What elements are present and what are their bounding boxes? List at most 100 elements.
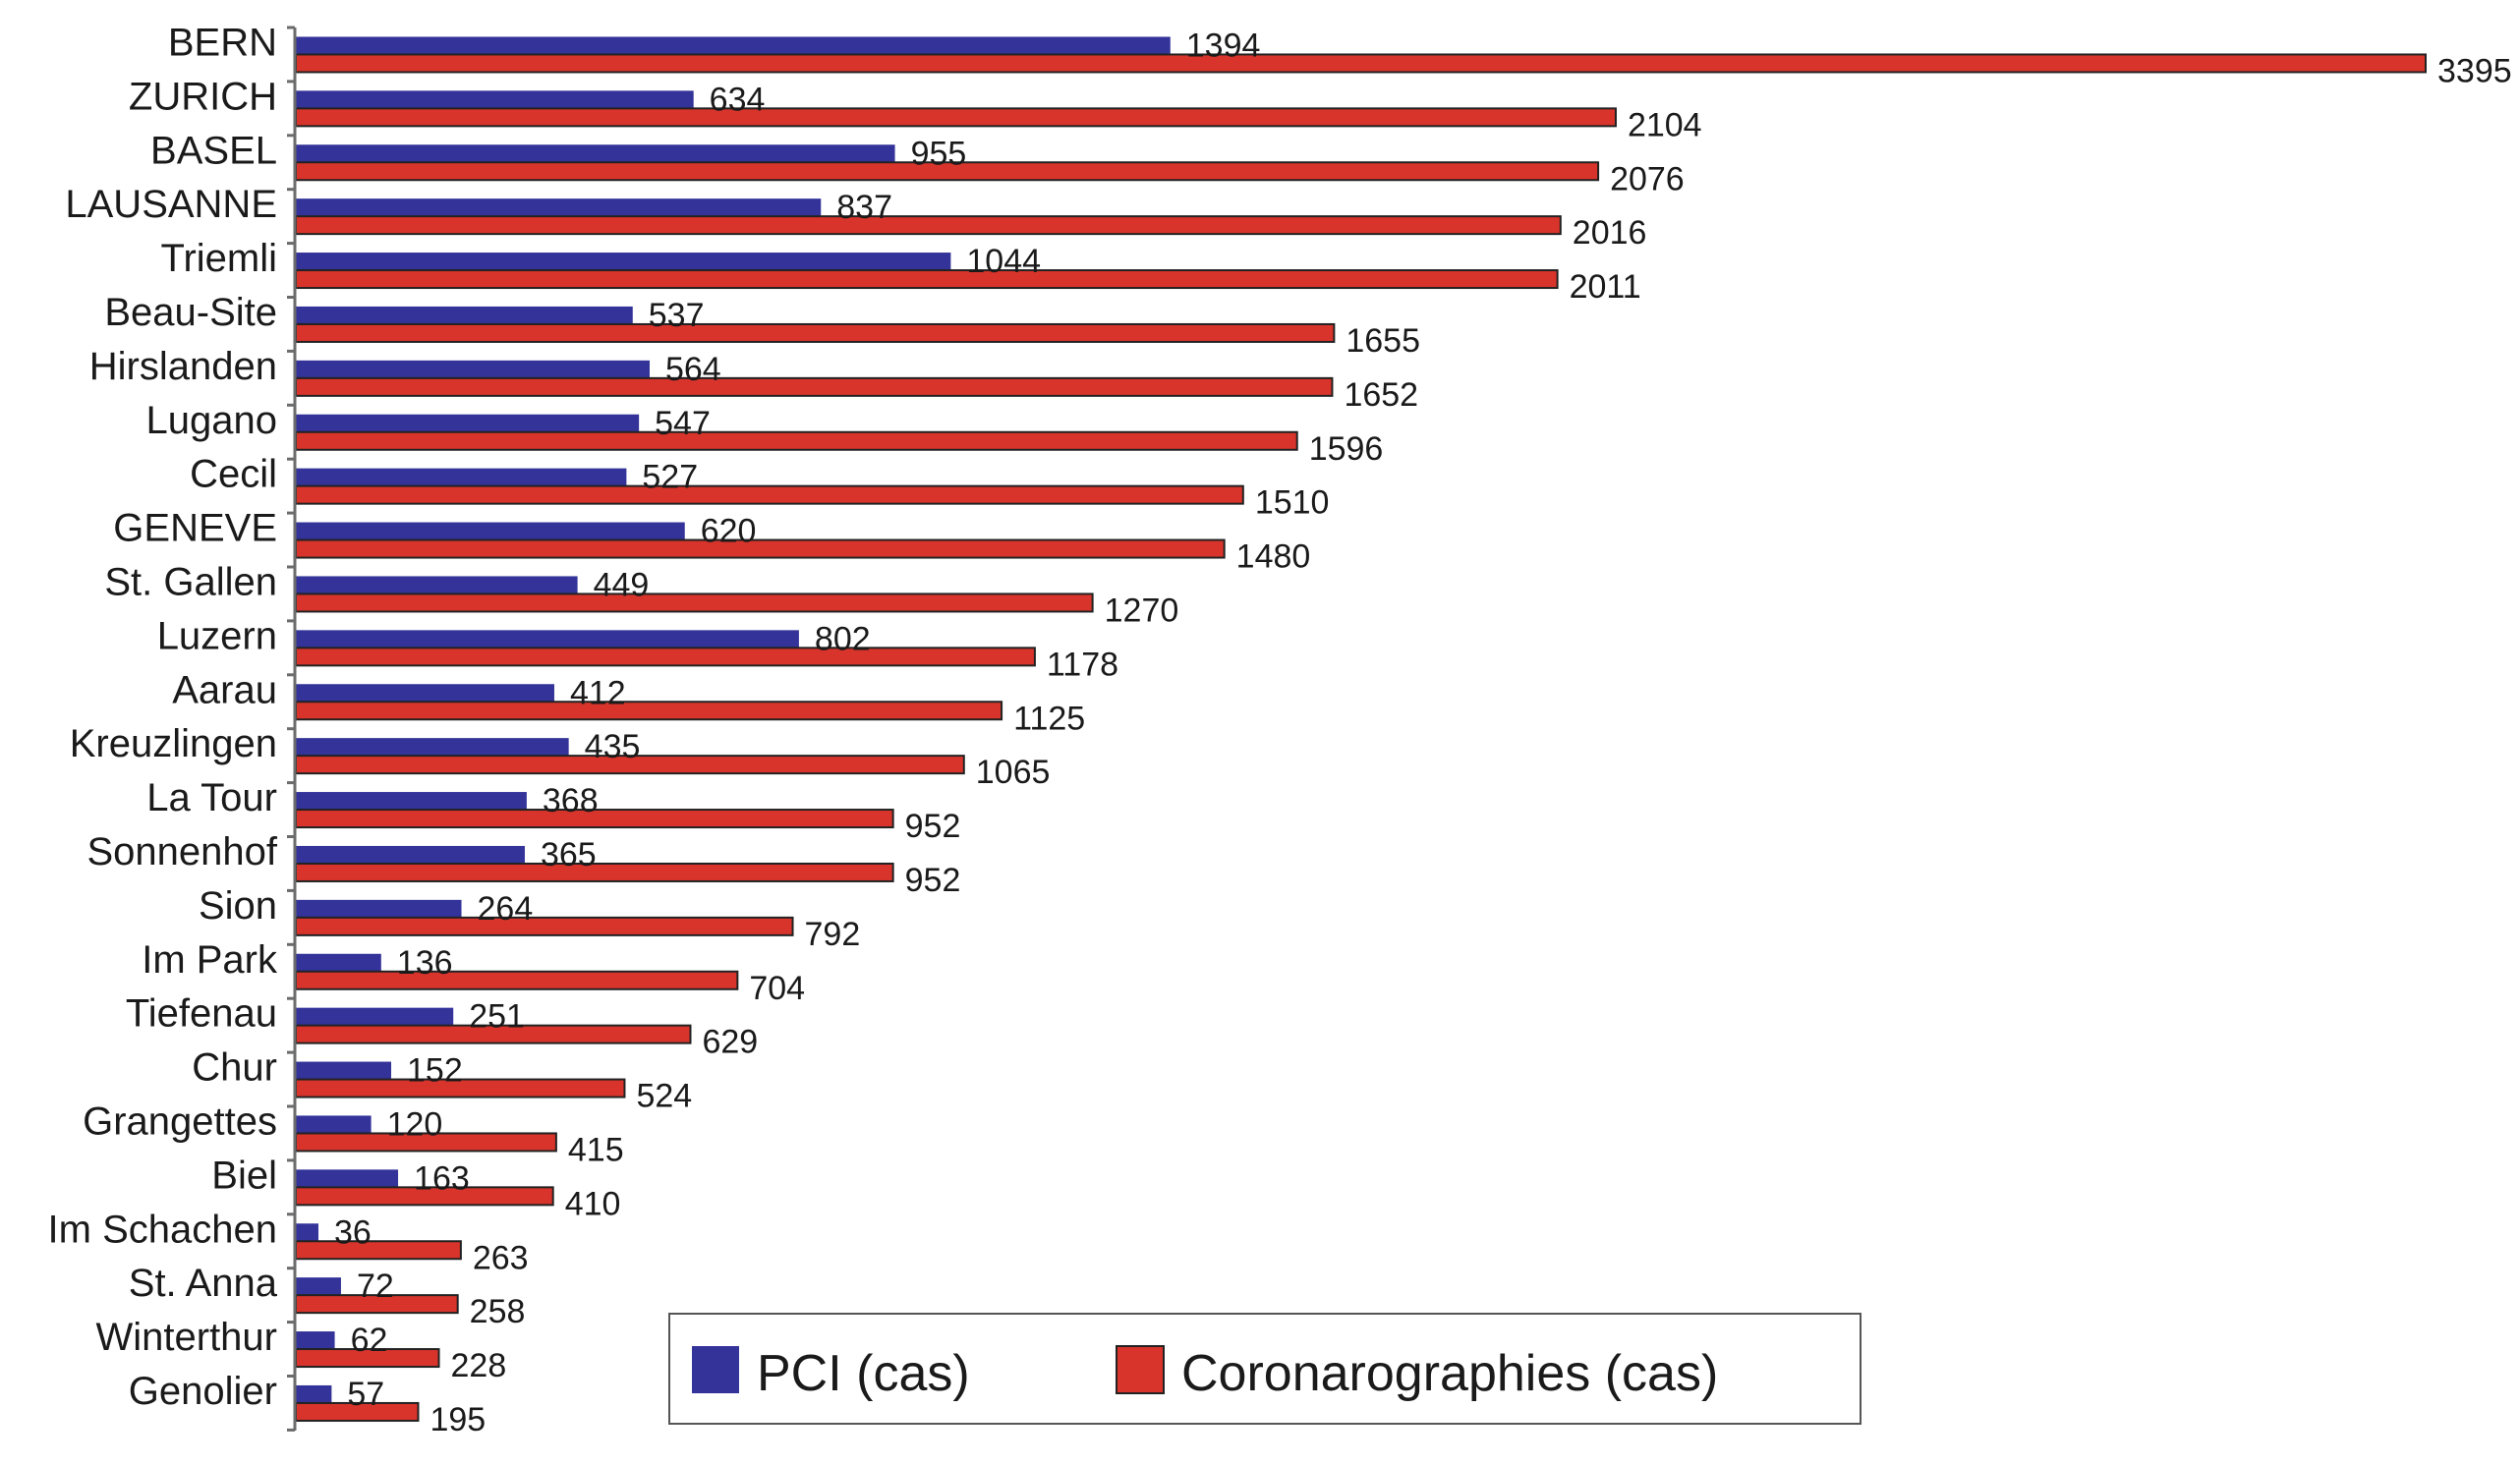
category-label-triemli: Triemli bbox=[161, 237, 278, 280]
bar-coronarographies-zurich bbox=[295, 107, 1617, 128]
bar-pci-geneve bbox=[296, 522, 685, 540]
value-label-pci-genolier: 57 bbox=[347, 1376, 384, 1413]
bar-coronarographies-lausanne bbox=[295, 215, 1562, 236]
category-label-basel: BASEL bbox=[150, 129, 277, 172]
value-label-pci-lausanne: 837 bbox=[836, 189, 892, 226]
bar-pci-genolier bbox=[296, 1384, 332, 1403]
bar-coronarographies-luzern bbox=[295, 647, 1036, 667]
value-label-coronarographies-st-gallen: 1270 bbox=[1105, 592, 1179, 629]
value-label-coronarographies-lugano: 1596 bbox=[1309, 430, 1384, 468]
value-label-coronarographies-sion: 792 bbox=[805, 916, 861, 953]
category-label-sonnenhof: Sonnenhof bbox=[86, 830, 277, 873]
bar-pci-sion bbox=[296, 899, 462, 918]
value-label-coronarographies-cecil: 1510 bbox=[1255, 484, 1330, 522]
category-label-st-gallen: St. Gallen bbox=[104, 560, 277, 603]
category-label-geneve: GENEVE bbox=[113, 507, 277, 550]
bar-pci-beau-site bbox=[296, 306, 633, 324]
bar-pci-winterthur bbox=[296, 1331, 335, 1350]
bar-pci-lausanne bbox=[296, 198, 822, 217]
value-label-pci-basel: 955 bbox=[911, 135, 967, 172]
legend: PCI (cas) Coronarographies (cas) bbox=[668, 1313, 1861, 1425]
bar-coronarographies-geneve bbox=[295, 538, 1226, 559]
value-label-coronarographies-hirslanden: 1652 bbox=[1344, 376, 1418, 414]
bar-coronarographies-beau-site bbox=[295, 322, 1336, 343]
value-label-pci-biel: 163 bbox=[414, 1159, 470, 1197]
value-label-pci-winterthur: 62 bbox=[351, 1322, 388, 1359]
value-label-pci-im-schachen: 36 bbox=[334, 1213, 372, 1251]
legend-swatch-coronarographies bbox=[1116, 1345, 1165, 1394]
category-label-genolier: Genolier bbox=[129, 1370, 277, 1413]
category-label-la-tour: La Tour bbox=[146, 776, 277, 819]
value-label-coronarographies-zurich: 2104 bbox=[1628, 106, 1702, 143]
category-label-zurich: ZURICH bbox=[129, 75, 277, 118]
value-label-pci-chur: 152 bbox=[407, 1052, 463, 1090]
category-label-grangettes: Grangettes bbox=[83, 1099, 277, 1143]
value-label-pci-st-anna: 72 bbox=[357, 1268, 394, 1305]
bar-pci-la-tour bbox=[296, 792, 527, 811]
bar-pci-chur bbox=[296, 1061, 392, 1080]
bar-coronarographies-bern bbox=[295, 53, 2427, 74]
value-label-coronarographies-im-park: 704 bbox=[749, 970, 805, 1007]
value-label-pci-hirslanden: 564 bbox=[665, 351, 721, 388]
value-label-pci-cecil: 527 bbox=[642, 459, 698, 496]
bar-pci-triemli bbox=[296, 253, 951, 271]
value-label-coronarographies-st-anna: 258 bbox=[470, 1293, 526, 1330]
value-label-coronarographies-sonnenhof: 952 bbox=[905, 862, 961, 899]
labels-layer: BERN 1394 3395 ZURICH 634 2104 BASEL 955 2076 LAU… bbox=[48, 21, 2512, 1438]
bar-pci-hirslanden bbox=[296, 360, 650, 378]
category-label-im-park: Im Park bbox=[142, 938, 278, 982]
bar-pci-sonnenhof bbox=[296, 845, 525, 864]
value-label-coronarographies-lausanne: 2016 bbox=[1573, 214, 1647, 252]
category-label-st-anna: St. Anna bbox=[129, 1262, 278, 1305]
value-label-pci-luzern: 802 bbox=[815, 620, 871, 657]
value-label-coronarographies-biel: 410 bbox=[565, 1185, 621, 1222]
value-label-pci-beau-site: 537 bbox=[649, 297, 705, 334]
category-label-kreuzlingen: Kreuzlingen bbox=[70, 722, 277, 765]
bar-pci-lugano bbox=[296, 414, 640, 432]
category-label-lugano: Lugano bbox=[146, 399, 277, 442]
bar-coronarographies-sion bbox=[295, 916, 794, 936]
bar-coronarographies-st-gallen bbox=[295, 592, 1094, 613]
category-label-luzern: Luzern bbox=[157, 614, 277, 657]
y-axis-ticks bbox=[287, 26, 295, 1432]
bar-pci-kreuzlingen bbox=[296, 738, 569, 757]
value-label-coronarographies-genolier: 195 bbox=[430, 1401, 486, 1438]
value-label-pci-la-tour: 368 bbox=[543, 782, 599, 819]
value-label-pci-im-park: 136 bbox=[397, 944, 453, 982]
bar-pci-grangettes bbox=[296, 1115, 372, 1134]
value-label-coronarographies-luzern: 1178 bbox=[1047, 646, 1118, 683]
value-label-coronarographies-winterthur: 228 bbox=[451, 1347, 507, 1384]
bar-coronarographies-triemli bbox=[295, 269, 1559, 290]
value-label-pci-st-gallen: 449 bbox=[594, 566, 650, 603]
value-label-coronarographies-basel: 2076 bbox=[1610, 160, 1685, 197]
legend-label-pci: PCI (cas) bbox=[757, 1345, 970, 1402]
legend-frame bbox=[668, 1313, 1861, 1425]
value-label-pci-geneve: 620 bbox=[701, 513, 757, 550]
category-label-lausanne: LAUSANNE bbox=[65, 183, 277, 226]
value-label-pci-tiefenau: 251 bbox=[469, 998, 525, 1036]
bar-coronarographies-aarau bbox=[295, 701, 1003, 721]
value-label-coronarographies-beau-site: 1655 bbox=[1346, 322, 1420, 360]
value-label-pci-triemli: 1044 bbox=[966, 243, 1041, 280]
bar-coronarographies-lugano bbox=[295, 430, 1298, 451]
legend-swatch-pci bbox=[692, 1346, 739, 1393]
value-label-pci-sonnenhof: 365 bbox=[541, 836, 597, 873]
category-label-hirslanden: Hirslanden bbox=[89, 345, 277, 388]
category-label-im-schachen: Im Schachen bbox=[48, 1208, 277, 1251]
category-label-bern: BERN bbox=[168, 21, 277, 64]
value-label-pci-bern: 1394 bbox=[1186, 27, 1261, 64]
bar-pci-cecil bbox=[296, 468, 627, 486]
value-label-coronarographies-kreuzlingen: 1065 bbox=[976, 754, 1051, 791]
value-label-coronarographies-geneve: 1480 bbox=[1236, 538, 1311, 576]
legend-label-coronarographies: Coronarographies (cas) bbox=[1181, 1345, 1718, 1402]
bar-coronarographies-cecil bbox=[295, 484, 1244, 505]
value-label-coronarographies-chur: 524 bbox=[636, 1078, 692, 1115]
value-label-coronarographies-im-schachen: 263 bbox=[473, 1239, 529, 1276]
category-label-winterthur: Winterthur bbox=[96, 1316, 278, 1359]
bar-pci-st-anna bbox=[296, 1277, 341, 1296]
value-label-coronarographies-la-tour: 952 bbox=[905, 808, 961, 845]
value-label-pci-zurich: 634 bbox=[710, 81, 766, 118]
value-label-coronarographies-aarau: 1125 bbox=[1013, 700, 1085, 737]
category-label-tiefenau: Tiefenau bbox=[126, 992, 277, 1036]
